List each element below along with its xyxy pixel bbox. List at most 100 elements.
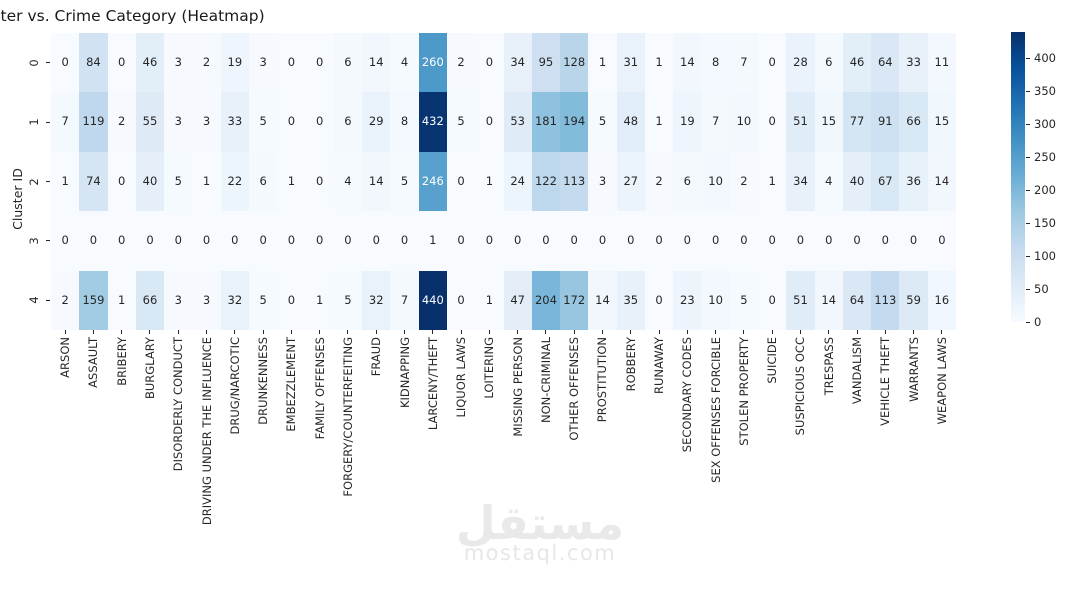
y-axis-label: Cluster ID (10, 168, 25, 230)
heatmap-cell: 0 (673, 211, 702, 271)
x-axis-tick-mark (913, 330, 915, 334)
heatmap-cell: 0 (927, 211, 956, 271)
heatmap-cell: 15 (927, 92, 956, 152)
heatmap-cell: 29 (362, 92, 391, 152)
heatmap-cell: 119 (79, 92, 108, 152)
heatmap-cell: 2 (192, 33, 221, 93)
x-axis-tick-label: DRUNKENNESS (256, 337, 271, 425)
heatmap-cell: 53 (503, 92, 532, 152)
heatmap-cell: 91 (871, 92, 900, 152)
heatmap-cell: 5 (446, 92, 476, 152)
heatmap-cell: 1 (758, 151, 787, 212)
colorbar-tick-label: 250 (1034, 150, 1056, 165)
x-axis-tick-label: WARRANTS (906, 337, 921, 402)
colorbar-tick-label: 150 (1034, 216, 1056, 231)
x-axis-tick-mark (828, 330, 830, 334)
x-axis-tick-mark (64, 330, 66, 334)
heatmap-cell: 2 (446, 33, 476, 93)
heatmap-cell: 0 (220, 211, 249, 271)
x-axis-tick-mark (799, 330, 801, 334)
x-axis-tick-label: FORGERY/COUNTERFEITING (340, 337, 355, 497)
x-axis-tick-label: FRAUD (369, 337, 384, 377)
heatmap-cell: 0 (475, 92, 504, 152)
heatmap-cell: 46 (135, 33, 165, 93)
x-axis-tick-mark (941, 330, 943, 334)
heatmap-cell: 5 (588, 92, 617, 152)
heatmap-cell: 51 (786, 270, 815, 330)
heatmap-cell: 19 (673, 92, 702, 152)
x-axis-tick-label: ARSON (58, 337, 73, 378)
heatmap-cell: 0 (446, 151, 476, 212)
heatmap-cell: 2 (107, 92, 136, 152)
heatmap-cell: 0 (531, 211, 561, 271)
heatmap-cell: 14 (927, 151, 956, 212)
x-axis-tick-label: EMBEZZLEMENT (284, 337, 299, 432)
heatmap-cell: 8 (701, 33, 730, 93)
x-axis-tick-label: TRESPASS (821, 337, 836, 396)
x-axis-tick-mark (545, 330, 547, 334)
heatmap-cell: 33 (220, 92, 249, 152)
heatmap-cell: 0 (446, 270, 476, 330)
heatmap-cell: 4 (814, 151, 843, 212)
x-axis-tick-label: WEAPON LAWS (934, 337, 949, 425)
x-axis-tick-mark (347, 330, 349, 334)
colorbar-tick-mark (1026, 156, 1030, 158)
heatmap-grid: 0 84 0 46 3 2 19 3 0 0 6 14 4 260 2 0 34 95 128 1 31 1 14 8 7 0 28… (51, 33, 956, 330)
x-axis-tick-mark (92, 330, 94, 334)
heatmap-cell: 19 (220, 33, 249, 93)
heatmap-cell: 3 (192, 92, 221, 152)
heatmap-cell: 113 (560, 151, 589, 212)
heatmap-cell: 0 (277, 211, 306, 271)
x-axis-tick-mark (856, 330, 858, 334)
heatmap-cell: 0 (842, 211, 872, 271)
x-axis-tick-label: DRUG/NARCOTIC (227, 337, 242, 435)
x-axis-tick-label: SUSPICIOUS OCC (793, 337, 808, 436)
x-axis-tick-mark (488, 330, 490, 334)
heatmap-cell: 0 (899, 211, 928, 271)
colorbar-tick-mark (1026, 189, 1030, 191)
heatmap-cell: 0 (758, 92, 787, 152)
heatmap-cell: 0 (390, 211, 419, 271)
x-axis-tick-mark (121, 330, 123, 334)
y-axis-tick-label: 2 (27, 177, 41, 186)
heatmap-cell: 24 (503, 151, 532, 212)
heatmap-cell: 1 (51, 151, 80, 212)
heatmap-cell: 15 (814, 92, 843, 152)
watermark-latin-text: mostaql.com (463, 540, 617, 565)
heatmap-cell: 0 (729, 211, 759, 271)
colorbar-tick-label: 50 (1034, 282, 1049, 297)
y-axis-tick-mark (46, 299, 50, 301)
heatmap-cell: 204 (531, 270, 561, 330)
heatmap-cell: 5 (390, 151, 419, 212)
heatmap-cell: 0 (305, 211, 334, 271)
heatmap-cell: 0 (758, 33, 787, 93)
heatmap-cell: 48 (616, 92, 645, 152)
x-axis-tick-mark (771, 330, 773, 334)
heatmap-cell: 0 (475, 211, 504, 271)
x-axis-tick-mark (573, 330, 575, 334)
heatmap-cell: 2 (644, 151, 674, 212)
heatmap-cell: 0 (79, 211, 108, 271)
heatmap-cell: 3 (164, 33, 193, 93)
heatmap-cell: 5 (248, 92, 278, 152)
heatmap-cell: 32 (220, 270, 249, 330)
heatmap-cell: 32 (362, 270, 391, 330)
x-axis-tick-mark (743, 330, 745, 334)
heatmap-cell: 0 (107, 211, 136, 271)
heatmap-cell: 0 (277, 92, 306, 152)
heatmap-cell: 11 (927, 33, 956, 93)
x-axis-tick-label: DISORDERLY CONDUCT (171, 337, 186, 472)
heatmap-cell: 55 (135, 92, 165, 152)
x-axis-tick-mark (404, 330, 406, 334)
heatmap-cell: 3 (192, 270, 221, 330)
heatmap-cell: 36 (899, 151, 928, 212)
heatmap-cell: 67 (871, 151, 900, 212)
y-axis-tick-mark (46, 121, 50, 123)
heatmap-cell: 10 (701, 270, 730, 330)
heatmap-cell: 34 (503, 33, 532, 93)
x-axis-tick-label: MISSING PERSON (510, 337, 525, 437)
x-axis-tick-label: DRIVING UNDER THE INFLUENCE (199, 337, 214, 526)
heatmap-cell: 0 (871, 211, 900, 271)
x-axis-tick-mark (715, 330, 717, 334)
heatmap-cell: 0 (446, 211, 476, 271)
